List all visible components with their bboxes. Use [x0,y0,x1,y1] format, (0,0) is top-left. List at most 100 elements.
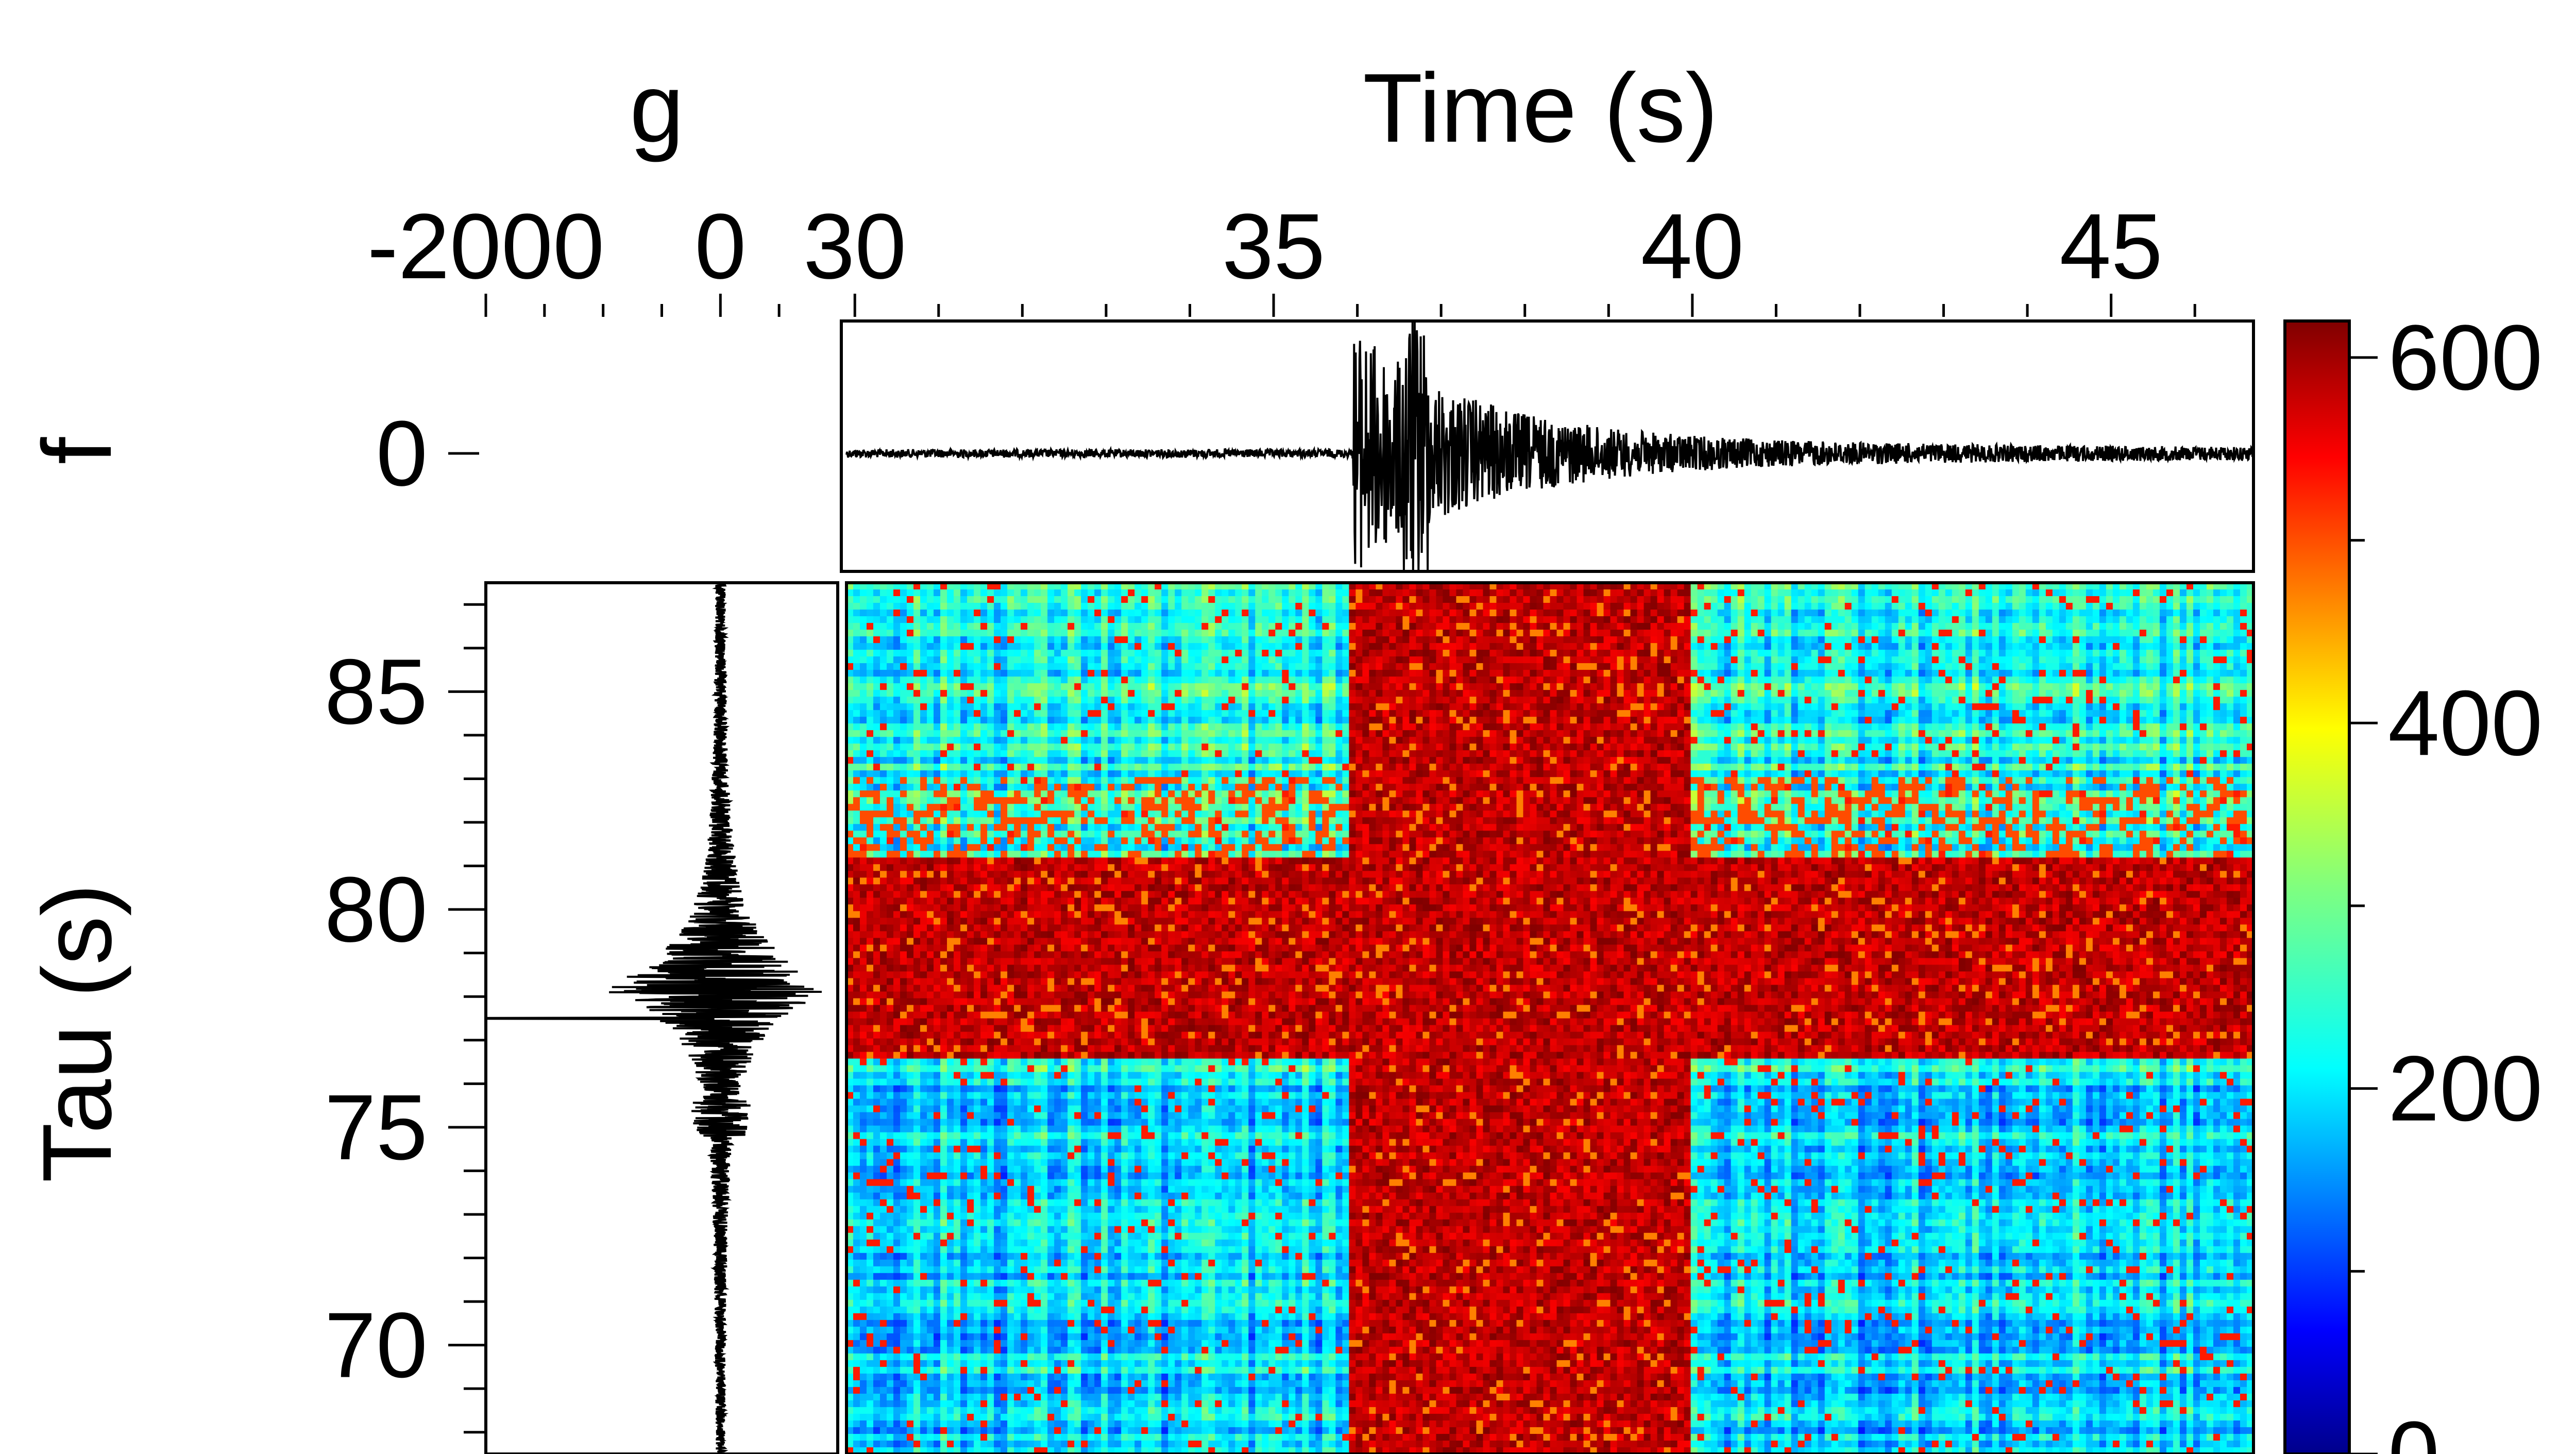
heatmap-cell [1342,670,1349,677]
heatmap-cell [1590,643,1598,650]
heatmap-cell [1315,650,1323,657]
heatmap-cell [1369,636,1376,644]
heatmap-cell [1295,670,1302,677]
heatmap-cell [1584,650,1591,657]
heatmap-cell [2093,589,2100,597]
heatmap-cell [1778,710,1785,717]
heatmap-cell [1255,663,1262,670]
heatmap-cell [1396,677,1403,684]
f-axis-title: f [23,436,132,464]
heatmap-cell [940,670,947,677]
heatmap-cell [1175,690,1182,697]
heatmap-cell [1858,623,1866,630]
heatmap-cell [934,683,941,690]
heatmap-cell [1195,656,1202,664]
heatmap-cell [1309,643,1316,650]
heatmap-cell [1550,589,1557,597]
heatmap-cell [1222,616,1229,623]
heatmap-cell [2059,623,2066,630]
heatmap-cell [1449,656,1456,664]
heatmap-cell [1711,610,1718,617]
heatmap-cell [1992,670,1999,677]
heatmap-cell [1054,683,1061,690]
heatmap-cell [927,636,934,644]
heatmap-cell [900,616,907,623]
heatmap-cell [1503,710,1510,717]
heatmap-cell [1530,683,1537,690]
heatmap-cell [1155,616,1162,623]
heatmap-cell [1637,650,1645,657]
heatmap-cell [1262,643,1269,650]
heatmap-cell [2106,656,2113,664]
heatmap-cell [1644,596,1651,603]
heatmap-cell [1570,683,1578,690]
heatmap-cell [1744,677,1752,684]
heatmap-cell [1711,623,1718,630]
heatmap-cell [1389,630,1396,637]
heatmap-cell [2220,643,2227,650]
heatmap-cell [1939,697,1946,704]
heatmap-cell [927,623,934,630]
heatmap-cell [2233,677,2241,684]
heatmap-cell [2120,636,2127,644]
heatmap-cell [1564,603,1571,610]
heatmap-cell [1751,623,1758,630]
heatmap-cell [880,656,887,664]
heatmap-cell [1429,589,1436,597]
heatmap-cell [1228,643,1235,650]
heatmap-cell [1536,690,1544,697]
heatmap-cell [1811,683,1819,690]
heatmap-cell [1952,630,1959,637]
heatmap-cell [2180,697,2187,704]
heatmap-cell [1322,670,1329,677]
heatmap-cell [1302,683,1309,690]
heatmap-cell [1175,610,1182,617]
heatmap-cell [1088,656,1095,664]
heatmap-cell [1825,630,1832,637]
heatmap-cell [1959,697,1966,704]
heatmap-cell [1718,643,1725,650]
heatmap-cell [873,636,880,644]
heatmap-cell [1128,677,1135,684]
heatmap-cell [1785,697,1792,704]
heatmap-cell [1805,603,1812,610]
heatmap-cell [1597,650,1604,657]
heatmap-cell [1664,690,1671,697]
heatmap-cell [1818,690,1825,697]
heatmap-cell [1054,677,1061,684]
heatmap-cell [1945,650,1953,657]
heatmap-cell [1557,683,1564,690]
heatmap-cell [907,589,914,597]
heatmap-cell [2099,656,2107,664]
f-panel: 0 [376,321,2253,571]
heatmap-cell [1362,630,1369,637]
heatmap-cell [2180,656,2187,664]
heatmap-cell [1315,677,1323,684]
heatmap-cell [934,636,941,644]
heatmap-cell [1255,630,1262,637]
heatmap-cell [1309,623,1316,630]
heatmap-cell [1544,589,1551,597]
heatmap-cell [1858,630,1866,637]
heatmap-cell [1657,623,1665,630]
heatmap-cell [1449,616,1456,623]
heatmap-cell [1503,656,1510,664]
heatmap-cell [913,630,921,637]
heatmap-cell [1778,670,1785,677]
heatmap-cell [2039,610,2046,617]
heatmap-cell [900,589,907,597]
heatmap-cell [1550,596,1557,603]
heatmap-cell [1564,656,1571,664]
heatmap-cell [1235,636,1242,644]
heatmap-cell [1242,677,1249,684]
heatmap-cell [2233,697,2241,704]
heatmap-cell [1704,650,1711,657]
heatmap-cell [1195,677,1202,684]
heatmap-cell [1262,677,1269,684]
heatmap-cell [1289,616,1296,623]
heatmap-cell [1751,690,1758,697]
heatmap-cell [1255,683,1262,690]
heatmap-cell [1811,697,1819,704]
heatmap-cell [2153,710,2160,717]
heatmap-cell [1925,636,1933,644]
